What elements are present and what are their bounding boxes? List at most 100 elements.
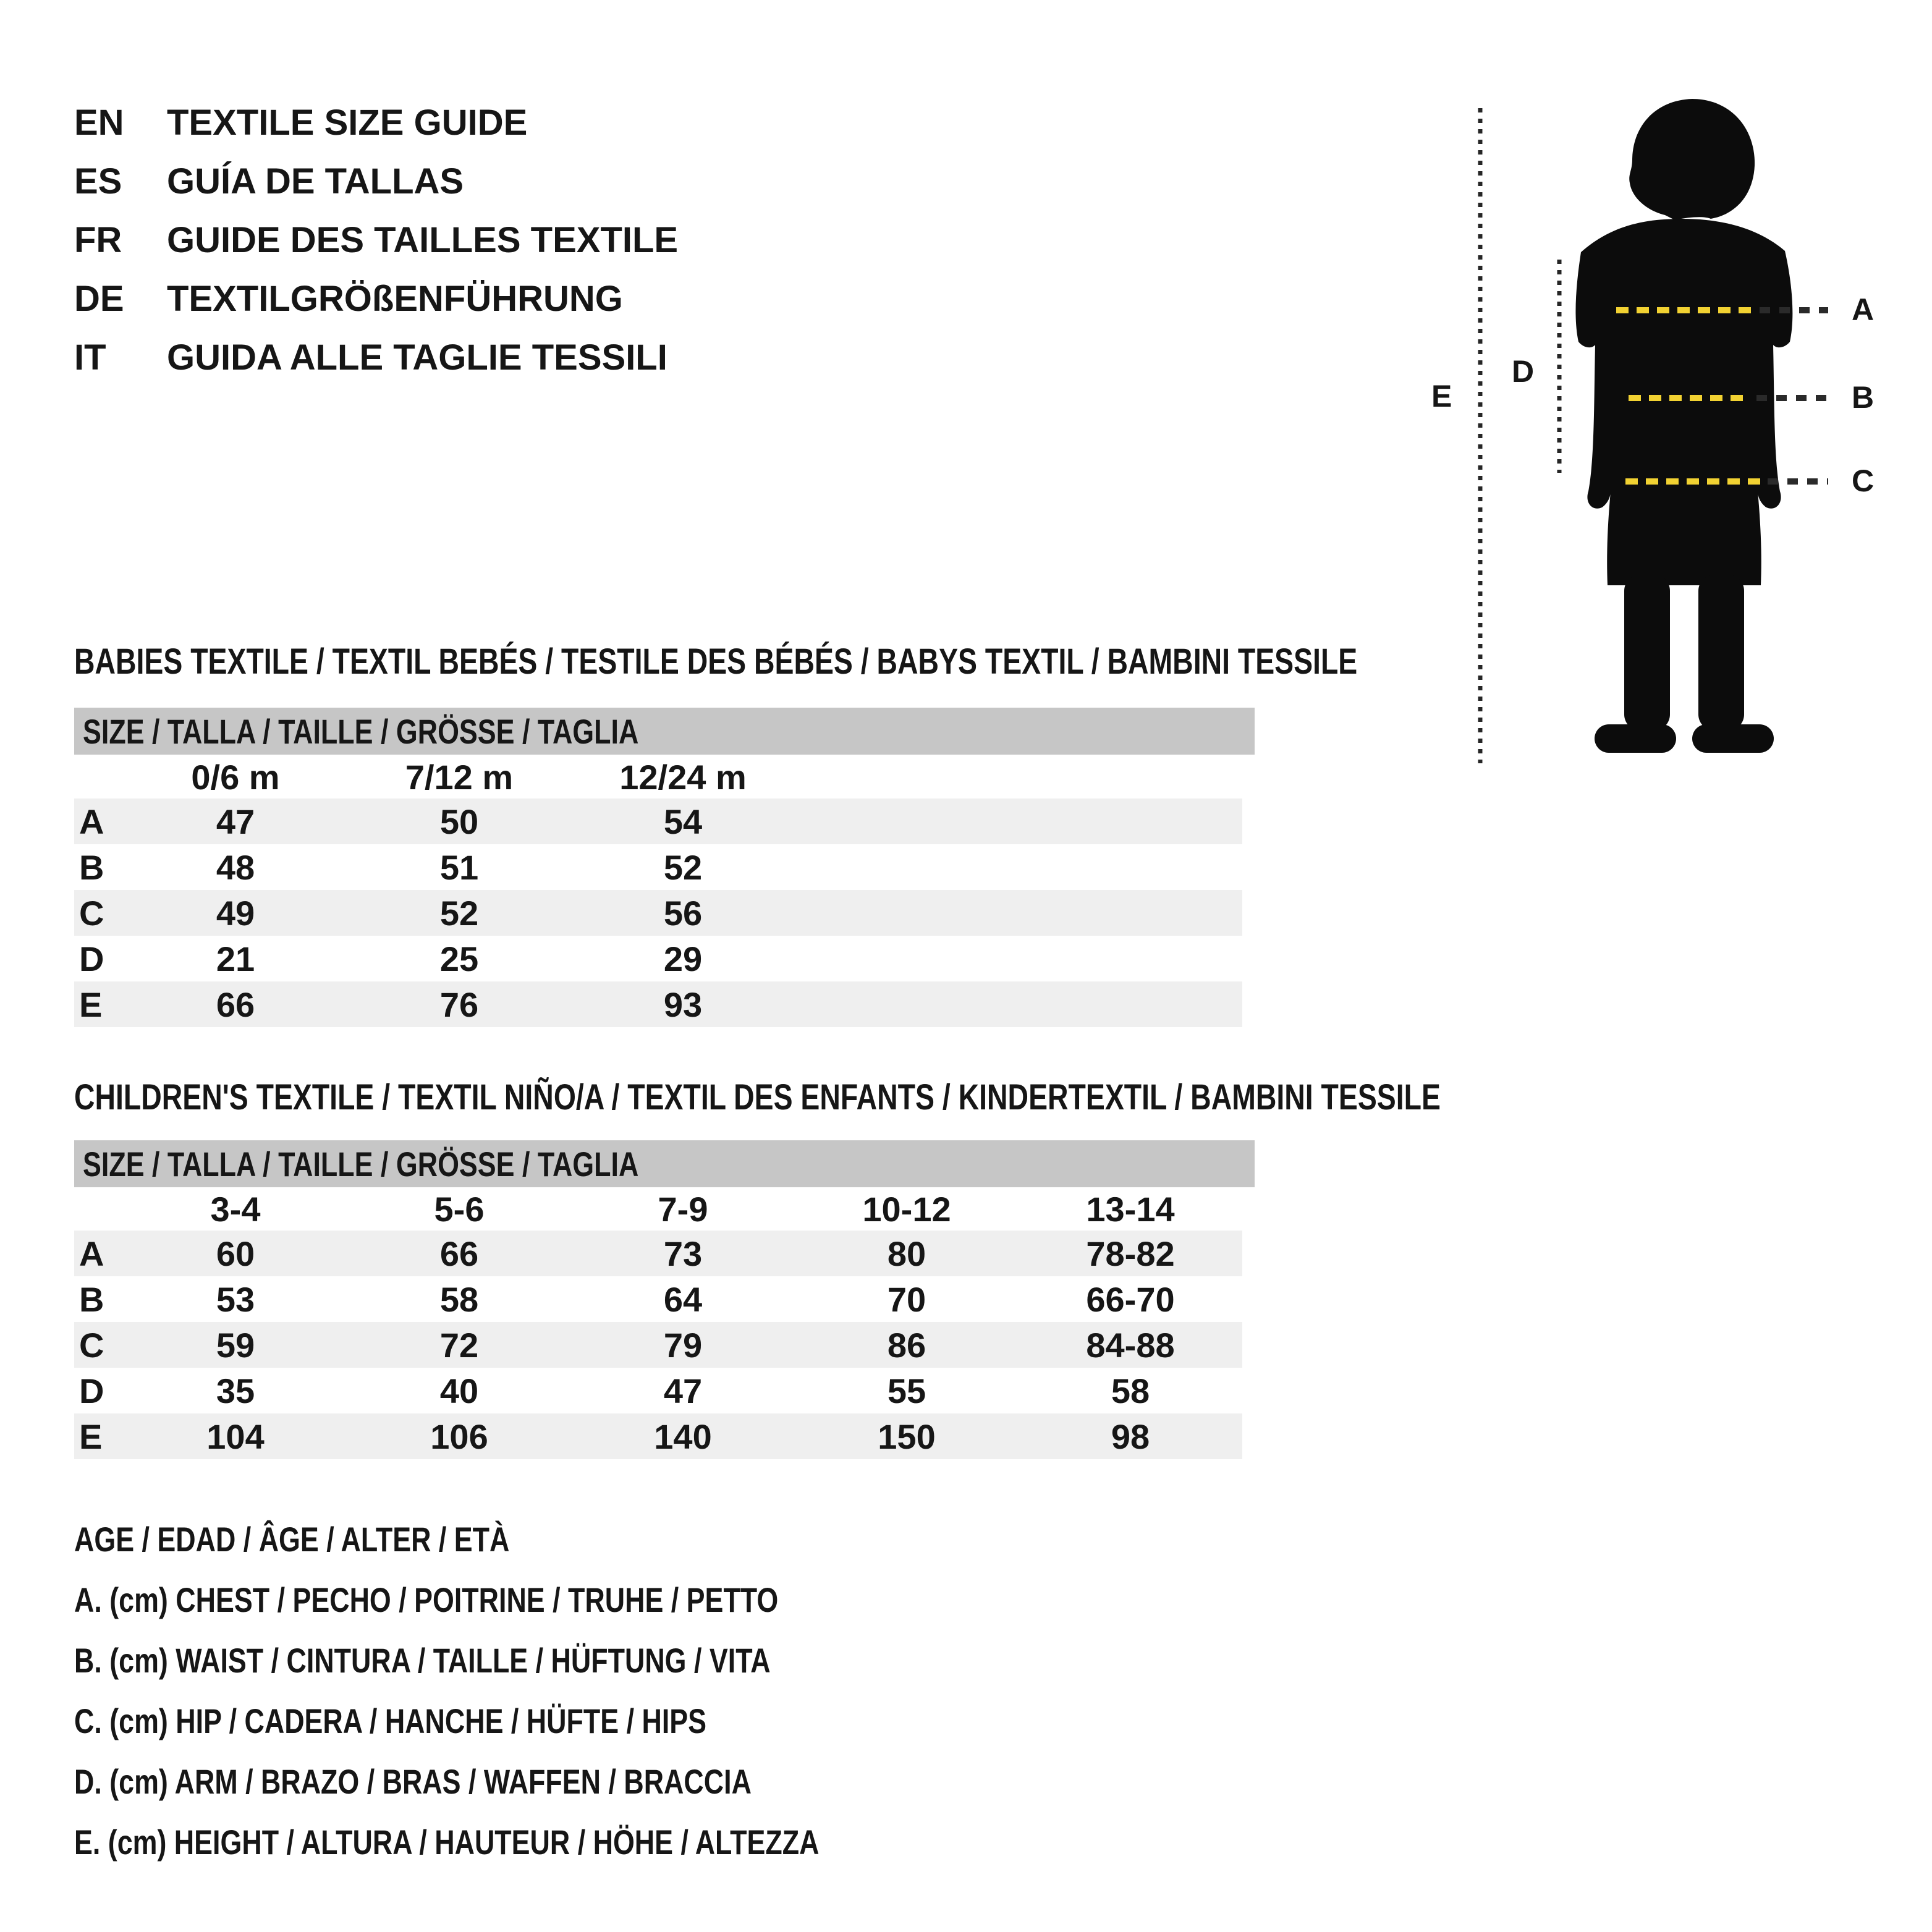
cell: 56 bbox=[663, 893, 703, 933]
children-column-header-row: 3-4 5-6 7-9 10-12 13-14 bbox=[74, 1187, 1242, 1231]
cell: 47 bbox=[216, 802, 255, 841]
row-label: A bbox=[79, 1234, 104, 1273]
table-row: A 60 66 73 80 78-82 bbox=[74, 1231, 1242, 1276]
cell: 50 bbox=[439, 802, 479, 841]
cell: 86 bbox=[887, 1325, 926, 1365]
language-code: EN bbox=[74, 103, 124, 143]
table-row: A 47 50 54 bbox=[74, 799, 1242, 844]
cell: 140 bbox=[654, 1417, 712, 1456]
column-header: 7-9 bbox=[658, 1189, 708, 1229]
measurement-legend: AGE / EDAD / ÂGE / ALTER / ETÀ A. (cm) C… bbox=[74, 1520, 1006, 1884]
row-label: A bbox=[79, 802, 104, 841]
cell: 25 bbox=[439, 939, 479, 978]
figure-label-height: E bbox=[1431, 379, 1452, 413]
row-label: D bbox=[79, 939, 104, 978]
column-header: 3-4 bbox=[210, 1189, 261, 1229]
legend-height-line: E. (cm) HEIGHT / ALTURA / HAUTEUR / HÖHE… bbox=[74, 1823, 820, 1862]
column-header: 7/12 m bbox=[405, 757, 514, 797]
cell: 84-88 bbox=[1086, 1325, 1175, 1365]
child-silhouette-icon bbox=[1478, 99, 1828, 763]
legend-chest-line: A. (cm) CHEST / PECHO / POITRINE / TRUHE… bbox=[74, 1580, 779, 1619]
row-label: B bbox=[79, 1279, 104, 1319]
language-code: IT bbox=[74, 337, 106, 378]
table-row: D 21 25 29 bbox=[74, 936, 1242, 981]
cell: 51 bbox=[439, 847, 479, 887]
silhouette-left-shoe bbox=[1595, 724, 1676, 753]
cell: 21 bbox=[216, 939, 255, 978]
cell: 93 bbox=[663, 985, 703, 1024]
figure-label-chest: A bbox=[1852, 292, 1875, 327]
cell: 73 bbox=[663, 1234, 703, 1273]
cell: 72 bbox=[439, 1325, 479, 1365]
table-row: B 53 58 64 70 66-70 bbox=[74, 1276, 1242, 1322]
legend-hip-line: C. (cm) HIP / CADERA / HANCHE / HÜFTE / … bbox=[74, 1701, 707, 1740]
babies-size-header-bar: SIZE / TALLA / TAILLE / GRÖSSE / TAGLIA bbox=[74, 708, 1255, 755]
children-size-header-bar: SIZE / TALLA / TAILLE / GRÖSSE / TAGLIA bbox=[74, 1140, 1255, 1187]
cell: 66 bbox=[439, 1234, 479, 1273]
table-row: E 66 76 93 bbox=[74, 981, 1242, 1027]
column-header: 10-12 bbox=[862, 1189, 951, 1229]
language-code: DE bbox=[74, 279, 124, 319]
cell: 150 bbox=[878, 1417, 936, 1456]
table-row: C 59 72 79 86 84-88 bbox=[74, 1322, 1242, 1368]
cell: 106 bbox=[430, 1417, 488, 1456]
column-header: 12/24 m bbox=[619, 757, 747, 797]
babies-section-title: BABIES TEXTILE / TEXTIL BEBÉS / TESTILE … bbox=[74, 642, 1358, 682]
row-label: C bbox=[79, 893, 104, 933]
cell: 55 bbox=[887, 1371, 926, 1410]
cell: 52 bbox=[663, 847, 703, 887]
cell: 66 bbox=[216, 985, 255, 1024]
cell: 76 bbox=[439, 985, 479, 1024]
cell: 80 bbox=[887, 1234, 926, 1273]
cell: 70 bbox=[887, 1279, 926, 1319]
figure-label-arm: D bbox=[1512, 354, 1535, 389]
cell: 64 bbox=[663, 1279, 703, 1319]
cell: 35 bbox=[216, 1371, 255, 1410]
cell: 54 bbox=[663, 802, 703, 841]
language-code: FR bbox=[74, 220, 122, 260]
table-row: E 104 106 140 150 98 bbox=[74, 1413, 1242, 1459]
row-label: D bbox=[79, 1371, 104, 1410]
cell: 40 bbox=[439, 1371, 479, 1410]
legend-age-line: AGE / EDAD / ÂGE / ALTER / ETÀ bbox=[74, 1520, 510, 1559]
cell: 78-82 bbox=[1086, 1234, 1175, 1273]
row-label: C bbox=[79, 1325, 104, 1365]
babies-column-header-row: 0/6 m 7/12 m 12/24 m bbox=[74, 755, 1242, 799]
cell: 29 bbox=[663, 939, 703, 978]
table-row: D 35 40 47 55 58 bbox=[74, 1368, 1242, 1413]
language-title: TEXTILE SIZE GUIDE bbox=[167, 103, 528, 143]
silhouette-right-shoe bbox=[1692, 724, 1774, 753]
language-title: TEXTILGRÖßENFÜHRUNG bbox=[167, 279, 623, 319]
cell: 48 bbox=[216, 847, 255, 887]
silhouette-right-leg bbox=[1698, 575, 1744, 731]
figure-label-waist: B bbox=[1852, 380, 1875, 415]
cell: 66-70 bbox=[1086, 1279, 1175, 1319]
table-row: B 48 51 52 bbox=[74, 844, 1242, 890]
language-title: GUIDA ALLE TAGLIE TESSILI bbox=[167, 337, 667, 378]
cell: 49 bbox=[216, 893, 255, 933]
legend-arm-line: D. (cm) ARM / BRAZO / BRAS / WAFFEN / BR… bbox=[74, 1762, 752, 1801]
row-label: B bbox=[79, 847, 104, 887]
silhouette-body bbox=[1575, 219, 1793, 585]
figure-label-hip: C bbox=[1852, 464, 1875, 498]
cell: 52 bbox=[439, 893, 479, 933]
babies-size-table: 0/6 m 7/12 m 12/24 m A 47 50 54 B 48 51 … bbox=[74, 755, 1242, 1027]
cell: 47 bbox=[663, 1371, 703, 1410]
column-header: 5-6 bbox=[434, 1189, 485, 1229]
children-size-table: 3-4 5-6 7-9 10-12 13-14 A 60 66 73 80 78… bbox=[74, 1187, 1242, 1459]
row-label: E bbox=[79, 1417, 103, 1456]
row-label: E bbox=[79, 985, 103, 1024]
column-header: 0/6 m bbox=[191, 757, 280, 797]
cell: 58 bbox=[1111, 1371, 1150, 1410]
cell: 53 bbox=[216, 1279, 255, 1319]
cell: 58 bbox=[439, 1279, 479, 1319]
cell: 98 bbox=[1111, 1417, 1150, 1456]
silhouette-head bbox=[1629, 99, 1755, 220]
cell: 59 bbox=[216, 1325, 255, 1365]
language-code: ES bbox=[74, 161, 122, 201]
cell: 79 bbox=[663, 1325, 703, 1365]
language-title: GUIDE DES TAILLES TEXTILE bbox=[167, 220, 679, 260]
cell: 104 bbox=[206, 1417, 265, 1456]
silhouette-left-leg bbox=[1624, 575, 1670, 731]
